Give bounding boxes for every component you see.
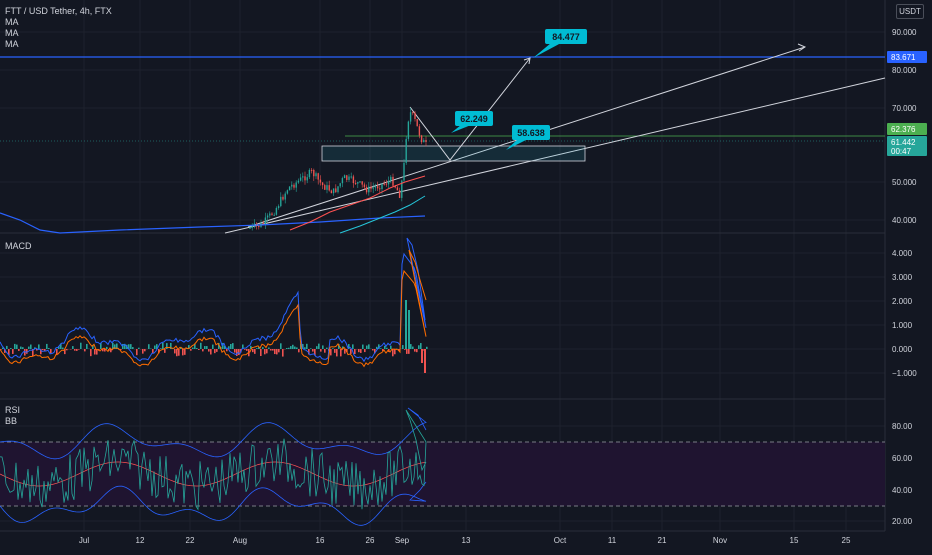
trend-arrow-head [798,44,805,51]
currency-button[interactable]: USDT [896,4,924,19]
rsi-legend[interactable]: RSI [5,405,20,416]
rsi-tick-label: 20.00 [892,517,913,526]
price-axis[interactable]: 90.000 80.000 70.000 50.000 40.000 4.000 3.000… [892,28,917,526]
price-tick-label: 90.000 [892,28,917,37]
svg-text:62.376: 62.376 [891,125,916,134]
support-zone-box[interactable] [322,146,585,161]
time-tick-label: Oct [554,536,567,545]
time-tick-label: 12 [136,536,145,545]
time-tick-label: Nov [713,536,727,545]
svg-text:58.638: 58.638 [517,128,545,138]
price-tag-horizontal: 83.671 [887,51,927,63]
time-tick-label: 22 [186,536,195,545]
time-axis[interactable]: Jul 12 22 Aug 16 26 Sep 13 Oct 11 21 Nov 15 25 [79,536,851,545]
time-tick-label: 15 [790,536,799,545]
svg-text:62.249: 62.249 [460,114,488,124]
time-tick-label: 16 [316,536,325,545]
svg-text:00:47: 00:47 [891,147,912,156]
time-tick-label: 25 [842,536,851,545]
rsi-tick-label: 60.00 [892,454,913,463]
macd-pane[interactable] [0,238,428,373]
indicator-ma-1[interactable]: MA [5,17,112,28]
svg-text:83.671: 83.671 [891,53,916,62]
symbol-title[interactable]: FTT / USD Tether, 4h, FTX [5,6,112,17]
ma-line-1[interactable] [0,213,425,233]
price-pane[interactable]: 84.477 62.249 58.638 [0,29,885,233]
macd-legend[interactable]: MACD [5,241,32,252]
macd-tick-label: −1.000 [892,369,917,378]
time-tick-label: Jul [79,536,89,545]
macd-tick-label: 2.000 [892,297,913,306]
time-tick-label: 21 [658,536,667,545]
time-tick-label: Aug [233,536,247,545]
macd-tick-label: 3.000 [892,273,913,282]
price-tag-current: 62.376 [887,123,927,135]
svg-text:84.477: 84.477 [552,32,580,42]
rsi-tick-label: 40.00 [892,486,913,495]
price-tick-label: 70.000 [892,104,917,113]
price-tick-label: 50.000 [892,178,917,187]
time-tick-label: Sep [395,536,410,545]
time-tick-label: 13 [462,536,471,545]
price-callout[interactable]: 62.249 [451,111,493,133]
bb-legend[interactable]: BB [5,416,20,427]
rsi-tick-label: 80.00 [892,422,913,431]
price-tick-label: 80.000 [892,66,917,75]
svg-text:61.442: 61.442 [891,138,916,147]
macd-line[interactable] [0,238,426,361]
rsi-band-fill [0,442,885,506]
indicator-ma-2[interactable]: MA [5,28,112,39]
candles-group [249,108,426,231]
ma-line-3[interactable] [340,196,425,233]
macd-tick-label: 4.000 [892,249,913,258]
macd-tick-label: 0.000 [892,345,913,354]
price-tick-label: 40.000 [892,216,917,225]
price-callouts[interactable]: 84.477 62.249 58.638 [451,29,587,150]
indicator-ma-3[interactable]: MA [5,39,112,50]
time-tick-label: 26 [366,536,375,545]
macd-tick-label: 1.000 [892,321,913,330]
time-tick-label: 11 [608,536,617,545]
macd-histogram [0,300,428,373]
